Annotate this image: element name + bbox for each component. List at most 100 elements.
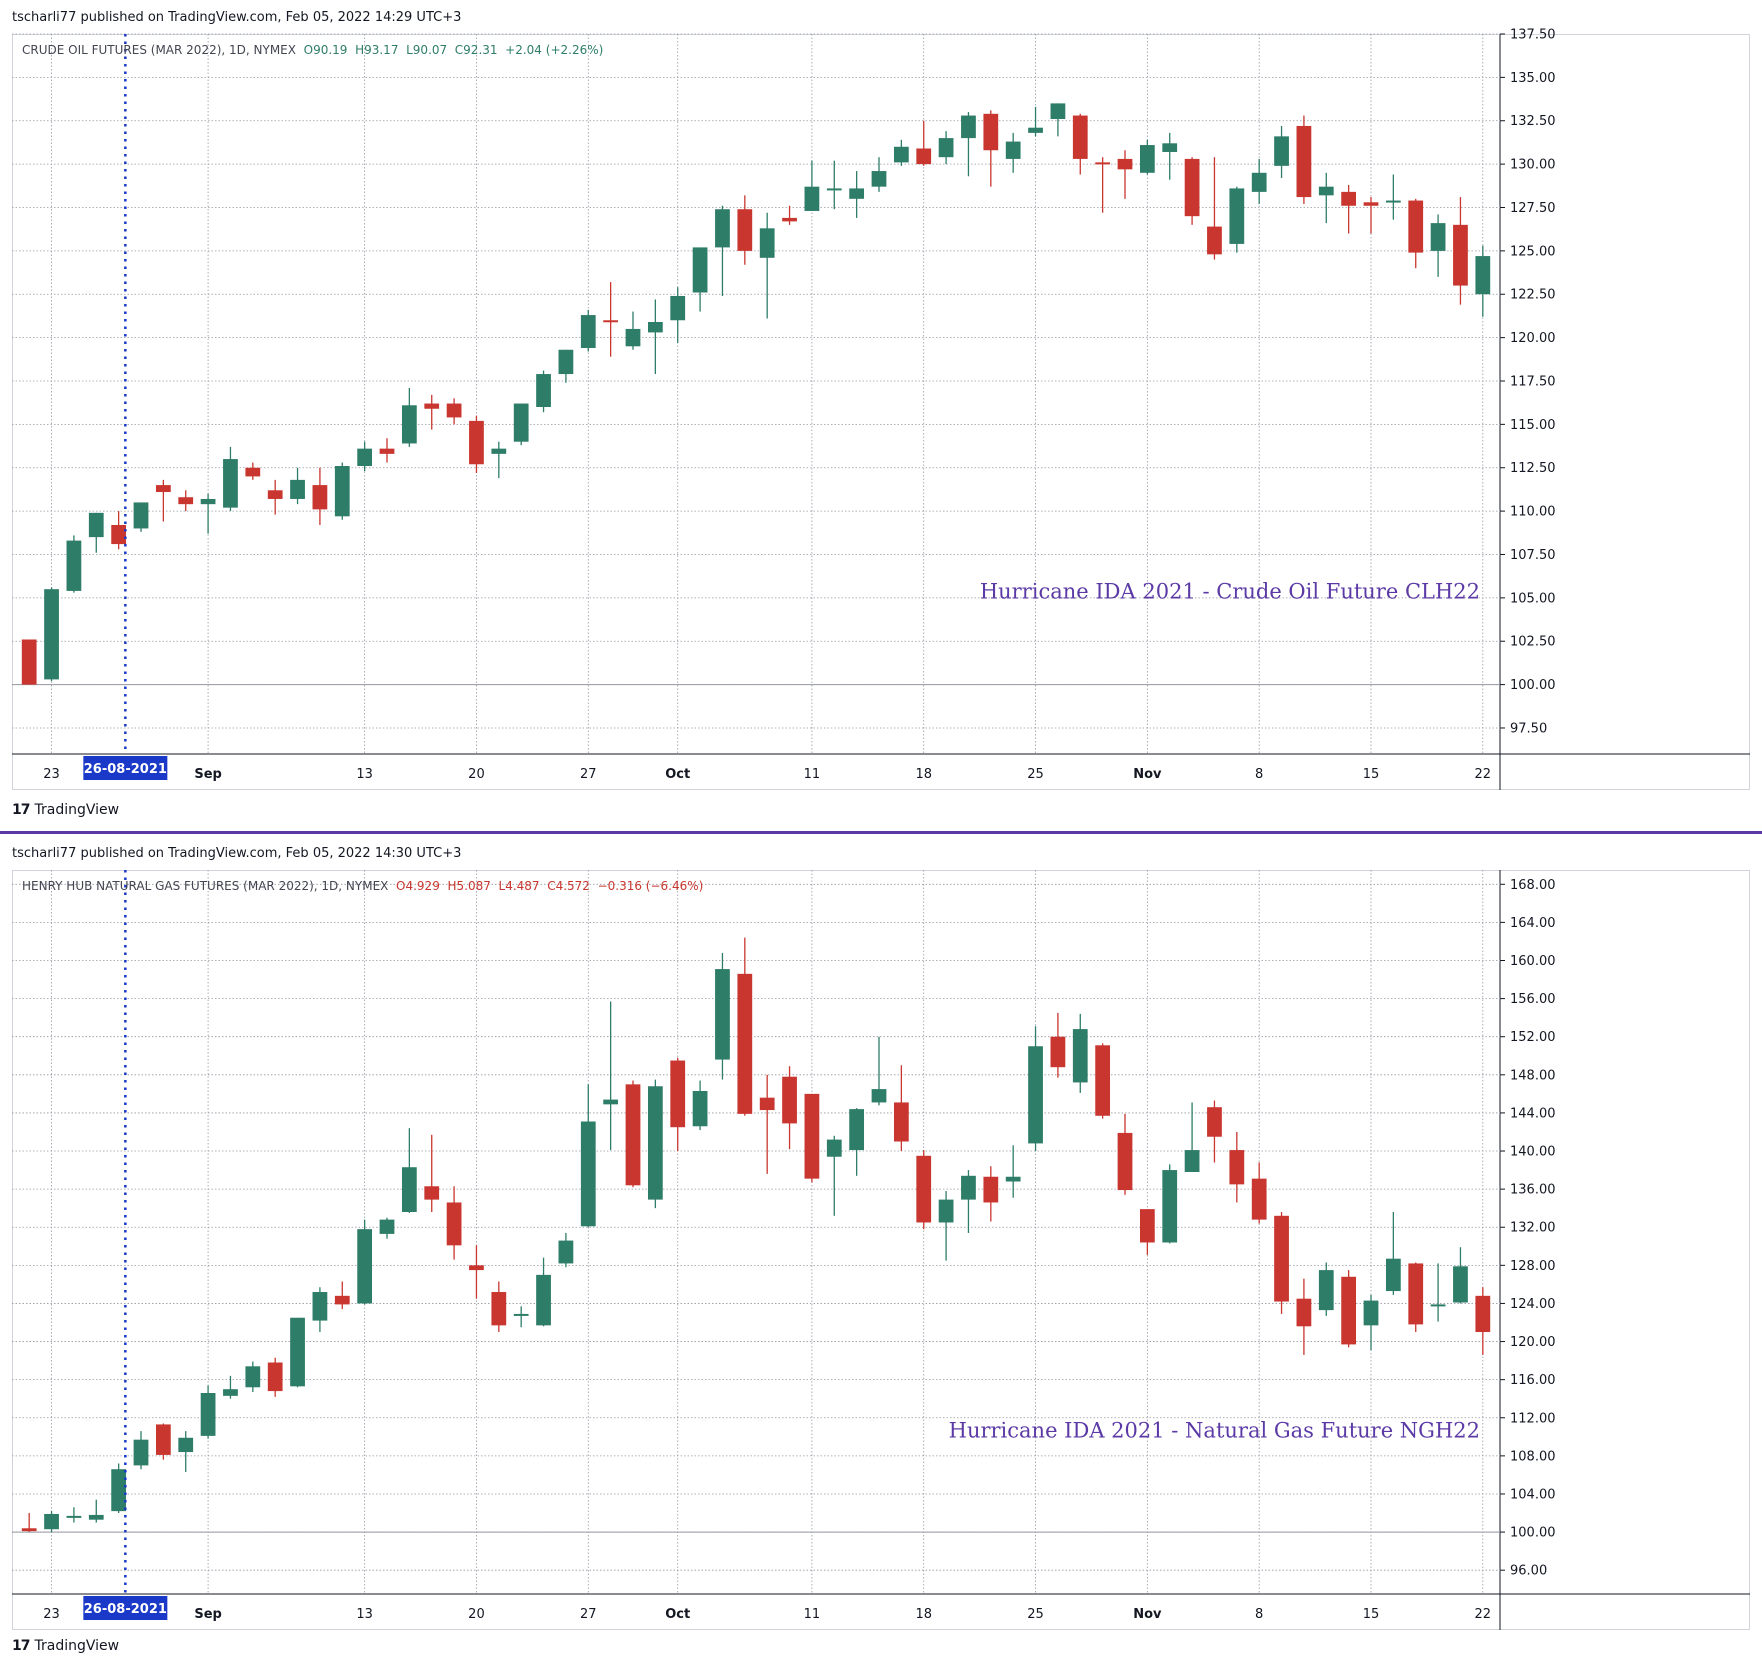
candle-body-down xyxy=(893,1102,909,1142)
candlestick-chart[interactable]: 96.00 100.00 104.00 108.00 112.00 116.00 120.0… xyxy=(12,870,1750,1630)
candle-body-up xyxy=(580,1121,596,1227)
tradingview-logo-icon: 17 xyxy=(12,1638,31,1654)
candle-body-down xyxy=(1117,158,1133,170)
y-tick-label: 140.00 xyxy=(1510,1145,1556,1160)
candle-body-up xyxy=(961,1175,976,1200)
x-tick-label: 8 xyxy=(1255,767,1263,782)
candle-body-up xyxy=(536,374,551,408)
candle-body-up xyxy=(66,540,82,591)
candle-body-down xyxy=(782,1076,797,1124)
x-tick-label: 23 xyxy=(43,1607,60,1622)
candle-body-up xyxy=(938,138,954,158)
candle-body-up xyxy=(826,188,842,191)
candle-body-down xyxy=(1139,1209,1155,1243)
candle-body-up xyxy=(290,479,305,499)
symbol-line: CRUDE OIL FUTURES (MAR 2022), 1D, NYMEX xyxy=(22,43,296,57)
candle-body-down xyxy=(1341,1276,1357,1345)
symbol-ohlc-legend: HENRY HUB NATURAL GAS FUTURES (MAR 2022)… xyxy=(22,879,703,893)
candle-body-up xyxy=(580,315,596,349)
candle-body-down xyxy=(21,639,37,685)
candle-body-down xyxy=(670,1060,686,1128)
candle-body-down xyxy=(737,973,753,1114)
candle-body-up xyxy=(1274,136,1289,166)
candle-body-down xyxy=(446,403,462,418)
ohlc-change: +2.04 (+2.26%) xyxy=(505,43,604,57)
y-tick-label: 125.00 xyxy=(1510,244,1556,259)
candle-body-down xyxy=(603,320,619,323)
candle-body-down xyxy=(155,1424,171,1455)
y-tick-label: 136.00 xyxy=(1510,1183,1556,1198)
y-tick-label: 156.00 xyxy=(1510,992,1556,1007)
candle-body-down xyxy=(1050,1036,1066,1068)
candle-body-down xyxy=(1274,1215,1289,1302)
y-tick-label: 112.50 xyxy=(1510,461,1556,476)
chart-area[interactable]: 96.00 100.00 104.00 108.00 112.00 116.00 120.0… xyxy=(12,870,1750,1630)
candle-body-down xyxy=(1207,226,1222,255)
symbol-line: HENRY HUB NATURAL GAS FUTURES (MAR 2022)… xyxy=(22,879,389,893)
chart-frame xyxy=(12,34,1750,790)
x-tick-label: 27 xyxy=(580,767,597,782)
candle-body-down xyxy=(1095,1045,1111,1116)
y-tick-label: 112.00 xyxy=(1510,1411,1556,1426)
candle-body-down xyxy=(916,148,932,165)
y-tick-label: 152.00 xyxy=(1510,1030,1556,1045)
candle-body-up xyxy=(849,1109,865,1151)
candle-body-down xyxy=(334,1295,350,1305)
y-tick-label: 132.50 xyxy=(1510,114,1556,129)
candle-body-up xyxy=(1430,223,1446,251)
candle-body-up xyxy=(178,1437,194,1453)
candle-body-up xyxy=(133,1439,149,1466)
candle-body-down xyxy=(312,485,328,510)
candle-body-up xyxy=(312,1292,328,1321)
y-tick-label: 164.00 xyxy=(1510,916,1556,931)
x-tick-label: 15 xyxy=(1363,1607,1380,1622)
x-tick-label: 13 xyxy=(356,1607,373,1622)
candle-body-down xyxy=(446,1202,462,1246)
candle-body-up xyxy=(692,247,708,293)
candle-body-up xyxy=(759,228,775,258)
candle-body-down xyxy=(424,403,440,409)
candle-body-up xyxy=(804,186,820,211)
x-tick-label: 25 xyxy=(1027,767,1044,782)
y-tick-label: 168.00 xyxy=(1510,878,1556,893)
candle-body-up xyxy=(223,1389,238,1396)
candlestick-chart[interactable]: 97.50 100.00 102.50 105.00 107.50 110.00 112.5… xyxy=(12,28,1750,790)
brand-label: TradingView xyxy=(34,1638,120,1654)
candle-body-down xyxy=(21,1528,37,1532)
crude-oil-chart-panel: tscharli77 published on TradingView.com,… xyxy=(0,0,1762,830)
y-tick-label: 124.00 xyxy=(1510,1297,1556,1312)
ohlc-high: H93.17 xyxy=(355,43,399,57)
x-tick-label: 25 xyxy=(1027,1607,1044,1622)
candle-body-down xyxy=(245,467,261,477)
chart-area[interactable]: 97.50 100.00 102.50 105.00 107.50 110.00 112.5… xyxy=(12,28,1750,790)
candle-body-down xyxy=(625,1084,641,1186)
y-tick-label: 105.00 xyxy=(1510,591,1556,606)
candle-body-down xyxy=(1207,1107,1222,1137)
chart-watermark: Hurricane IDA 2021 - Natural Gas Future … xyxy=(949,1419,1480,1443)
event-marker-badge xyxy=(83,756,168,780)
candle-body-up xyxy=(44,589,59,680)
x-tick-label: 22 xyxy=(1475,767,1492,782)
candle-body-up xyxy=(200,1392,216,1436)
candle-body-down xyxy=(469,420,484,465)
candle-body-up xyxy=(1251,172,1267,192)
candle-body-down xyxy=(1341,191,1357,206)
y-tick-label: 97.50 xyxy=(1510,721,1547,736)
candle-body-up xyxy=(44,1513,59,1530)
candle-body-down xyxy=(1117,1132,1133,1191)
tradingview-brand[interactable]: 17 TradingView xyxy=(12,1638,119,1654)
x-tick-label: Nov xyxy=(1133,767,1162,782)
tradingview-brand[interactable]: 17 TradingView xyxy=(12,802,119,818)
ohlc-low: L90.07 xyxy=(406,43,448,57)
candle-body-down xyxy=(983,1176,999,1203)
y-tick-label: 135.00 xyxy=(1510,71,1556,86)
candle-body-down xyxy=(111,524,127,545)
y-tick-label: 104.00 xyxy=(1510,1487,1556,1502)
candle-body-up xyxy=(938,1199,954,1223)
y-tick-label: 130.00 xyxy=(1510,158,1556,173)
y-tick-label: 96.00 xyxy=(1510,1564,1547,1579)
candle-body-up xyxy=(88,512,104,538)
y-tick-label: 144.00 xyxy=(1510,1106,1556,1121)
y-tick-label: 100.00 xyxy=(1510,1526,1556,1541)
y-tick-label: 116.00 xyxy=(1510,1373,1556,1388)
